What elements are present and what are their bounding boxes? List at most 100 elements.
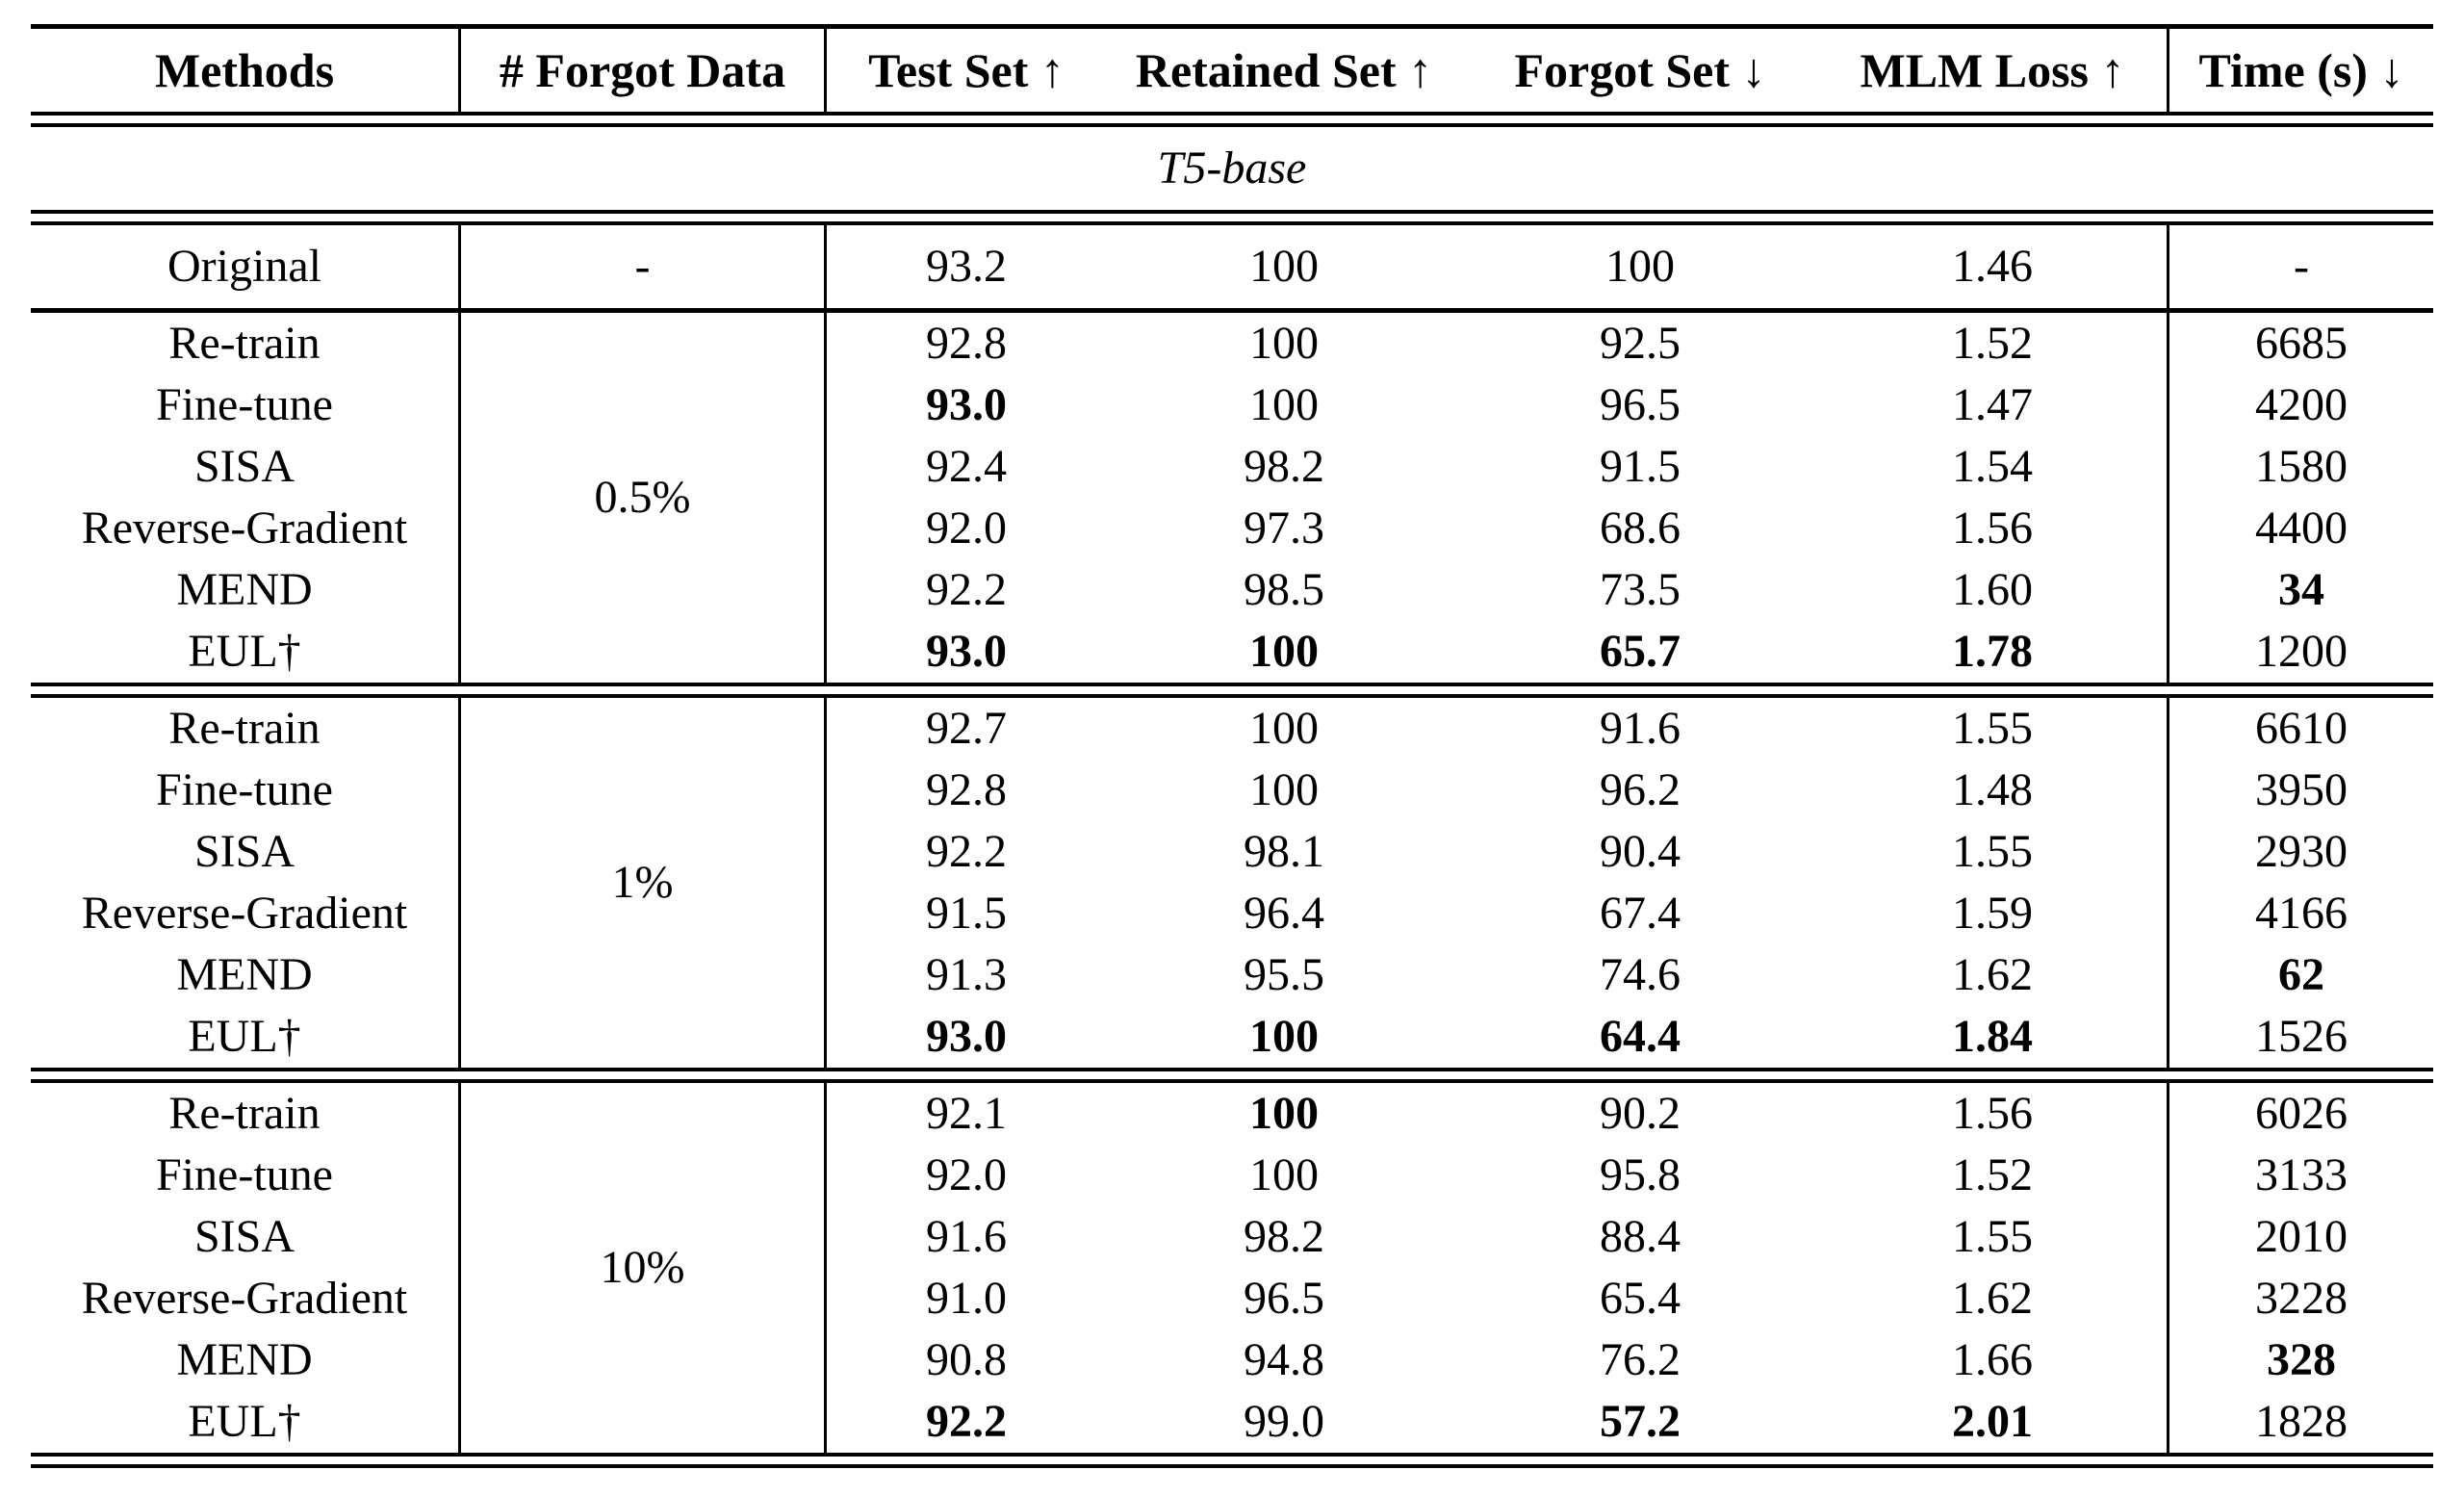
table-row: SISA 91.6 98.2 88.4 1.55 2010 (31, 1206, 2433, 1268)
time-value: 1828 (2255, 1395, 2348, 1447)
horizontal-rule (31, 1068, 2433, 1083)
forgot-set-value: 96.2 (1600, 763, 1681, 815)
time-value: 1200 (2255, 625, 2348, 677)
method-cell: SISA (31, 821, 461, 883)
table-row: Re-train 0.5% 92.8 100 92.5 1.52 6685 (31, 313, 2433, 683)
table-row: Fine-tune 92.8 100 96.2 1.48 3950 (31, 760, 2433, 821)
forgot-set-value: 68.6 (1600, 502, 1681, 554)
method-cell: Fine-tune (31, 1145, 461, 1206)
col-header-forgot-set: Forgot Set ↓ (1514, 42, 1766, 97)
retained-set-value: 98.1 (1244, 825, 1324, 877)
mlm-loss-value: 1.52 (1818, 1145, 2169, 1206)
mlm-loss-value: 1.56 (1818, 1083, 2169, 1145)
table-row: Original - 93.2 100 100 1.46 - (31, 225, 2433, 308)
test-set-value: 92.1 (926, 1087, 1007, 1139)
forgot-set-value: 74.6 (1600, 948, 1681, 1000)
time-value: 3228 (2255, 1272, 2348, 1324)
method-cell: SISA (31, 436, 461, 498)
mlm-loss-value: 1.48 (1818, 760, 2169, 821)
test-set-value: 92.4 (926, 440, 1007, 492)
forgot-amount-cell: 1% (461, 698, 827, 1068)
header-row: Methods # Forgot Data Test Set ↑ Retaine… (31, 29, 2433, 112)
forgot-set-value: 96.5 (1600, 378, 1681, 430)
method-cell: EUL† (31, 621, 461, 683)
forgot-set-value: 95.8 (1600, 1148, 1681, 1200)
forgot-set-value: 65.7 (1600, 625, 1681, 677)
test-set-value: 92.8 (926, 763, 1007, 815)
forgot-amount-cell: 0.5% (461, 313, 827, 683)
retained-set-value: 100 (1249, 763, 1319, 815)
retained-set-value: 100 (1249, 317, 1319, 369)
col-header-time: Time (s) ↓ (2198, 42, 2404, 97)
mlm-loss-value: 1.62 (1818, 944, 2169, 1006)
test-set-value: 91.5 (926, 887, 1007, 939)
mlm-loss-value: 1.55 (1818, 1206, 2169, 1268)
time-value: 6610 (2255, 702, 2348, 754)
test-set-value: 91.3 (926, 948, 1007, 1000)
table-row: EUL† 92.2 99.0 57.2 2.01 1828 (31, 1391, 2433, 1453)
forgot-amount-cell: 10% (461, 1083, 827, 1453)
retained-set-value: 98.2 (1244, 1210, 1324, 1262)
mlm-loss-value: 1.84 (1818, 1006, 2169, 1068)
test-set-value: 93.0 (926, 378, 1007, 430)
method-cell: MEND (31, 1329, 461, 1391)
test-set-value: 91.6 (926, 1210, 1007, 1262)
method-cell: Fine-tune (31, 760, 461, 821)
time-value: 4200 (2255, 378, 2348, 430)
method-cell: EUL† (31, 1006, 461, 1068)
mlm-loss-value: 1.60 (1818, 559, 2169, 621)
forgot-set-value: 67.4 (1600, 887, 1681, 939)
time-value: 62 (2278, 948, 2324, 1000)
table-row: Fine-tune 92.0 100 95.8 1.52 3133 (31, 1145, 2433, 1206)
test-set-value: 92.7 (926, 702, 1007, 754)
forgot-set-value: 91.6 (1600, 702, 1681, 754)
table-row: EUL† 93.0 100 65.7 1.78 1200 (31, 621, 2433, 683)
table-row: MEND 92.2 98.5 73.5 1.60 34 (31, 559, 2433, 621)
test-set-value: 92.0 (926, 1148, 1007, 1200)
test-set-value: 93.2 (926, 240, 1007, 292)
table-row: Re-train 1% 92.7 100 91.6 1.55 6610 (31, 698, 2433, 1068)
retained-set-value: 100 (1249, 702, 1319, 754)
forgot-set-value: 76.2 (1600, 1333, 1681, 1385)
time-value: 3950 (2255, 763, 2348, 815)
test-set-value: 93.0 (926, 625, 1007, 677)
method-cell: Re-train (31, 1083, 461, 1145)
horizontal-rule (31, 210, 2433, 225)
forgot-set-value: 88.4 (1600, 1210, 1681, 1262)
forgot-set-value: 100 (1605, 240, 1675, 292)
forgot-amount-cell: - (461, 225, 827, 308)
col-header-methods: Methods (31, 29, 461, 112)
retained-set-value: 100 (1249, 240, 1319, 292)
retained-set-value: 98.2 (1244, 440, 1324, 492)
method-cell: Fine-tune (31, 374, 461, 436)
time-value: 328 (2267, 1333, 2336, 1385)
mlm-loss-value: 1.55 (1818, 698, 2169, 760)
table-row: MEND 91.3 95.5 74.6 1.62 62 (31, 944, 2433, 1006)
time-value: 4400 (2255, 502, 2348, 554)
retained-set-value: 100 (1249, 1010, 1319, 1062)
forgot-set-value: 64.4 (1600, 1010, 1681, 1062)
time-value: 34 (2278, 563, 2324, 615)
section-row: T5-base (31, 127, 2433, 210)
time-value: 1526 (2255, 1010, 2348, 1062)
table-row: Fine-tune 93.0 100 96.5 1.47 4200 (31, 374, 2433, 436)
method-cell: Re-train (31, 698, 461, 760)
results-table: Methods # Forgot Data Test Set ↑ Retaine… (31, 24, 2433, 1468)
table-row: Reverse-Gradient 92.0 97.3 68.6 1.56 440… (31, 498, 2433, 559)
forgot-set-value: 90.2 (1600, 1087, 1681, 1139)
retained-set-value: 98.5 (1244, 563, 1324, 615)
horizontal-rule-top (31, 24, 2433, 29)
table-row: MEND 90.8 94.8 76.2 1.66 328 (31, 1329, 2433, 1391)
retained-set-value: 99.0 (1244, 1395, 1324, 1447)
mlm-loss-value: 1.47 (1818, 374, 2169, 436)
time-value: 6026 (2255, 1087, 2348, 1139)
retained-set-value: 94.8 (1244, 1333, 1324, 1385)
table-row: SISA 92.2 98.1 90.4 1.55 2930 (31, 821, 2433, 883)
mlm-loss-value: 1.55 (1818, 821, 2169, 883)
method-cell: MEND (31, 944, 461, 1006)
time-value: 4166 (2255, 887, 2348, 939)
time-value: 3133 (2255, 1148, 2348, 1200)
mlm-loss-value: 2.01 (1818, 1391, 2169, 1453)
time-value: 6685 (2255, 317, 2348, 369)
